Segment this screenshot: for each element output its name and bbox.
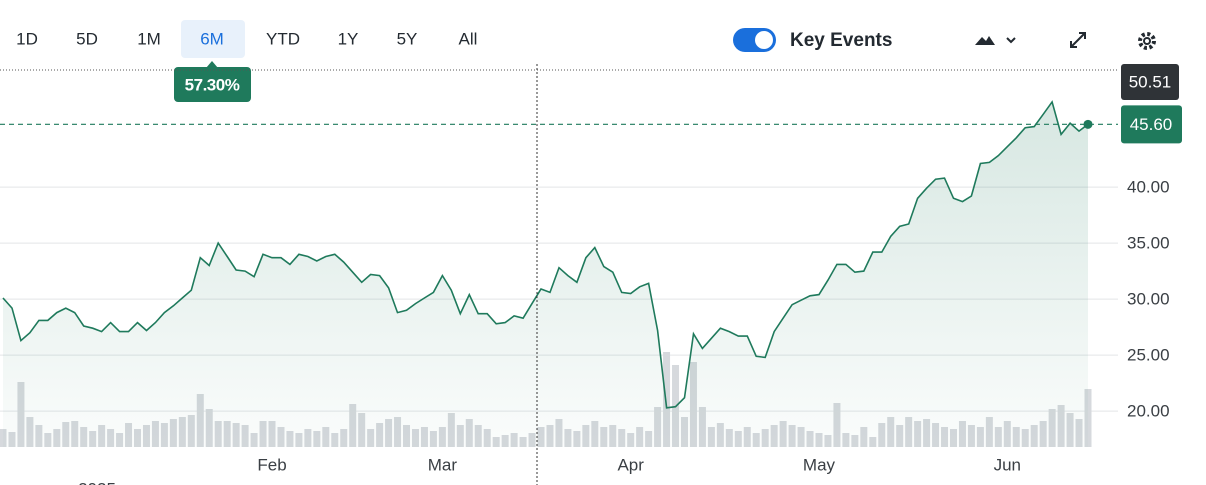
key-events-label[interactable]: Key Events xyxy=(790,30,892,51)
range-button[interactable]: 5Y xyxy=(397,29,418,48)
x-tick-label: Mar xyxy=(428,455,458,474)
settings-button[interactable] xyxy=(1138,32,1156,50)
y-tick-label: 40.00 xyxy=(1127,178,1170,197)
crosshair-label: 50.51 xyxy=(1129,72,1172,91)
range-button[interactable]: YTD xyxy=(266,29,300,48)
x-year-label: 2025 xyxy=(78,479,116,485)
range-button[interactable]: 6M xyxy=(200,29,224,48)
x-tick-label: Apr xyxy=(617,455,644,474)
fullscreen-button[interactable] xyxy=(1070,32,1086,48)
range-button[interactable]: 5D xyxy=(76,29,98,48)
change-pill-caret xyxy=(206,61,218,68)
chart-type-button[interactable] xyxy=(975,36,1016,45)
price-line xyxy=(2,100,1089,409)
area xyxy=(3,101,1088,448)
y-tick-label: 20.00 xyxy=(1127,402,1170,421)
y-tick-label: 35.00 xyxy=(1127,234,1170,253)
x-tick-label: Feb xyxy=(257,455,286,474)
y-tick-label: 30.00 xyxy=(1127,290,1170,309)
volume-bar xyxy=(663,352,671,447)
x-tick-label: Jun xyxy=(994,455,1021,474)
range-button[interactable]: 1Y xyxy=(338,29,359,48)
crosshair-box xyxy=(1121,64,1179,100)
range-highlight xyxy=(181,20,245,58)
toolbar: 1D 5D 1M 6M 57.30% YTD 1Y 5Y All xyxy=(16,20,477,102)
x-tick-label: May xyxy=(803,455,836,474)
y-tick-label: 25.00 xyxy=(1127,346,1170,365)
range-button[interactable]: 1D xyxy=(16,29,38,48)
toggle-knob xyxy=(755,31,773,49)
last-value-dot xyxy=(1083,119,1093,129)
last-value-box xyxy=(1121,105,1182,144)
last-value-label: 45.60 xyxy=(1130,115,1173,134)
range-button[interactable]: 1M xyxy=(137,29,161,48)
range-button[interactable]: All xyxy=(459,29,478,48)
change-pill xyxy=(174,67,251,102)
change-pill-label: 57.30% xyxy=(185,75,240,94)
